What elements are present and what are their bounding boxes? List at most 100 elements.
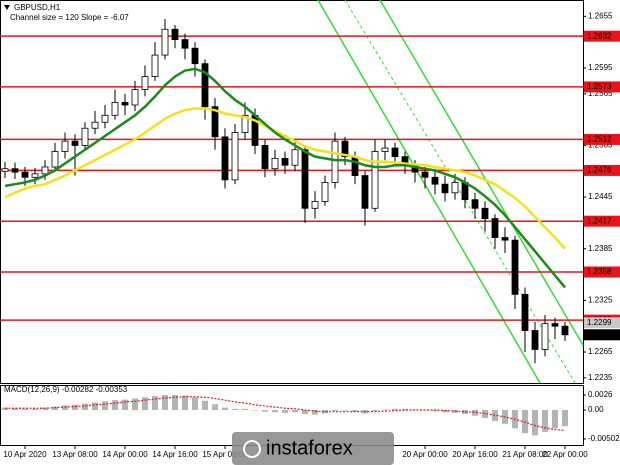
candle-body: [151, 54, 159, 77]
candle-body: [541, 323, 549, 350]
candle-body: [431, 176, 439, 185]
macd-bar: [212, 404, 218, 410]
x-tick-label: 10 Apr 2020: [3, 450, 47, 459]
level-tag: [584, 164, 620, 176]
candle-body: [171, 28, 179, 40]
last-tag: [584, 329, 620, 341]
symbol: GBPUSD,H1: [14, 3, 61, 12]
macd-bar: [72, 404, 78, 410]
candle-body: [61, 140, 69, 152]
y-tick-label: 1.2595: [588, 63, 613, 72]
macd-bar: [412, 409, 418, 410]
macd-bar: [332, 409, 338, 412]
candle-body: [131, 89, 139, 106]
macd-bar: [132, 398, 138, 410]
candle-body: [181, 39, 189, 49]
macd-bar: [372, 409, 378, 412]
moving-average: [4, 67, 566, 289]
y-tick-label: 1.2385: [588, 244, 613, 253]
candle-body: [51, 151, 59, 168]
level-label: 1.2573: [587, 82, 612, 91]
level-label: 1.2476: [587, 166, 612, 175]
macd-bar: [172, 394, 178, 410]
x-tick-label: 14 Apr 00:00: [102, 450, 148, 459]
level-tag: [584, 215, 620, 227]
y-tick-label: 1.2505: [588, 141, 613, 150]
macd-bar: [552, 409, 558, 429]
candle-body: [91, 121, 99, 129]
x-tick-label: 13 Apr 08:00: [52, 450, 98, 459]
candle-body: [331, 140, 339, 183]
macd-bar: [532, 409, 538, 436]
candle-body: [121, 102, 129, 106]
candle-body: [491, 218, 499, 238]
candle-body: [371, 151, 379, 209]
candle-body: [381, 147, 389, 152]
candle-body: [211, 106, 219, 138]
candle-body: [481, 207, 489, 220]
candle-body: [511, 239, 519, 295]
macd-bar: [262, 409, 268, 412]
level-tag: [584, 81, 620, 93]
macd-bar: [292, 409, 298, 413]
candle-body: [21, 171, 29, 178]
candle-body: [161, 28, 169, 56]
level-tag: [584, 133, 620, 145]
y-tick-label: 1.2265: [588, 347, 613, 356]
last-label: 1.2285: [587, 330, 612, 339]
x-tick-label: 20 Apr 16:00: [452, 450, 498, 459]
candle-body: [561, 325, 569, 336]
candle-body: [531, 330, 539, 350]
candle-body: [351, 156, 359, 176]
candle-body: [451, 182, 459, 194]
candle-body: [341, 140, 349, 158]
candle-body: [231, 132, 239, 181]
macd-bar: [102, 401, 108, 410]
candle-body: [41, 166, 49, 175]
macd-bar: [272, 409, 278, 413]
macd-bar: [12, 408, 18, 410]
candle-body: [441, 183, 449, 194]
macd-bar: [542, 409, 548, 432]
channel-mid: [344, 0, 576, 384]
y-tick-label: 1.2235: [588, 373, 613, 382]
candle-body: [141, 76, 149, 90]
candle-body: [311, 200, 319, 209]
macd-label: MACD(12,26,9) -0.00282 -0.00353: [4, 385, 128, 394]
macd-bar: [392, 408, 398, 410]
macd-bar: [462, 409, 468, 415]
macd-bar: [282, 409, 288, 413]
x-tick-label: 21 Apr 08:00: [502, 450, 548, 459]
candle-body: [11, 168, 19, 173]
level-tag: [584, 30, 620, 42]
channel-line: [317, 0, 541, 384]
ask-label: 1.2299: [587, 318, 612, 327]
candle-body: [321, 182, 329, 202]
x-tick-label: 20 Apr 00:00: [402, 450, 448, 459]
macd-bar: [192, 397, 198, 410]
level-label: 1.2358: [587, 267, 612, 276]
candle-body: [81, 127, 89, 146]
macd-bar: [402, 408, 408, 410]
candle-body: [271, 157, 279, 170]
candle-body: [361, 175, 369, 209]
candle-body: [101, 114, 109, 123]
candle-body: [551, 323, 559, 327]
candle-body: [501, 237, 509, 241]
macd-value: -0.00282: [62, 385, 94, 394]
macd-bar: [32, 408, 38, 410]
macd-bar: [302, 409, 308, 415]
y-tick-label: 1.2565: [588, 89, 613, 98]
candle-body: [191, 47, 199, 65]
macd-bar: [222, 407, 228, 410]
collapse-icon: [4, 5, 10, 10]
candle-body: [31, 173, 39, 178]
macd-bar: [242, 408, 248, 410]
macd-name: MACD(12,26,9): [4, 385, 60, 394]
y-tick-label: 1.2655: [588, 11, 613, 20]
macd-bar: [182, 395, 188, 410]
watermark: instaforex: [266, 437, 353, 459]
candle-body: [71, 140, 79, 146]
macd-bar: [142, 397, 148, 410]
macd-bar: [22, 408, 28, 410]
